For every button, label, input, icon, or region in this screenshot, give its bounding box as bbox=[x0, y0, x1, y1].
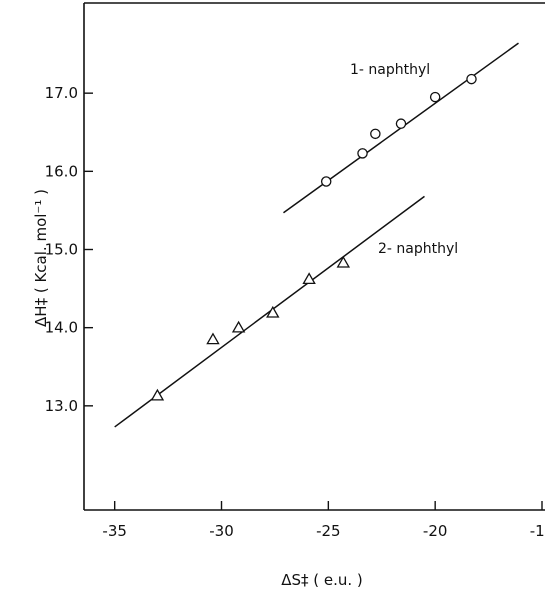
x-tick-label-20: -20 bbox=[423, 522, 448, 540]
y-tick-label-15: 15.0 bbox=[45, 241, 78, 259]
data-point-2-naphthyl-5 bbox=[336, 255, 351, 268]
plot-frame bbox=[83, 2, 545, 511]
data-point-2-naphthyl-0 bbox=[150, 388, 165, 401]
data-markers bbox=[150, 73, 477, 401]
x-tick-label-35: -35 bbox=[102, 522, 127, 540]
data-point-2-naphthyl-1 bbox=[206, 332, 220, 345]
data-point-2-naphthyl-2 bbox=[231, 320, 246, 333]
data-point-1-naphthyl-5 bbox=[466, 73, 477, 85]
x-axis-title: ΔS‡ ( e.u. ) bbox=[281, 571, 363, 589]
series-labels: 1- naphthyl 2- naphthyl bbox=[350, 62, 458, 257]
series-label-2-naphthyl: 2- naphthyl bbox=[378, 241, 458, 257]
y-tick-label-14: 14.0 bbox=[45, 319, 78, 337]
data-point-1-naphthyl-3 bbox=[395, 118, 407, 129]
data-point-1-naphthyl-1 bbox=[357, 148, 368, 159]
x-tick-label-15: -15 bbox=[530, 522, 545, 540]
data-point-1-naphthyl-4 bbox=[429, 91, 441, 103]
data-point-2-naphthyl-4 bbox=[302, 272, 316, 285]
x-axis-ticks: -35 -30 -25 -20 -15 bbox=[102, 501, 545, 540]
y-tick-label-13: 13.0 bbox=[45, 397, 78, 415]
series-label-1-naphthyl: 1- naphthyl bbox=[350, 62, 430, 78]
data-point-1-naphthyl-0 bbox=[320, 176, 332, 187]
x-tick-label-30: -30 bbox=[209, 522, 234, 540]
fit-lines bbox=[114, 42, 519, 428]
y-axis-title: ΔH‡ ( Kcal. mol⁻¹ ) bbox=[32, 189, 50, 327]
y-tick-label-16: 16.0 bbox=[45, 162, 78, 180]
x-tick-label-25: -25 bbox=[316, 522, 341, 540]
y-axis-ticks: 13.0 14.0 15.0 16.0 17.0 bbox=[45, 84, 93, 415]
y-tick-label-17: 17.0 bbox=[45, 84, 78, 102]
data-point-2-naphthyl-3 bbox=[266, 305, 280, 318]
data-point-1-naphthyl-2 bbox=[370, 128, 381, 140]
